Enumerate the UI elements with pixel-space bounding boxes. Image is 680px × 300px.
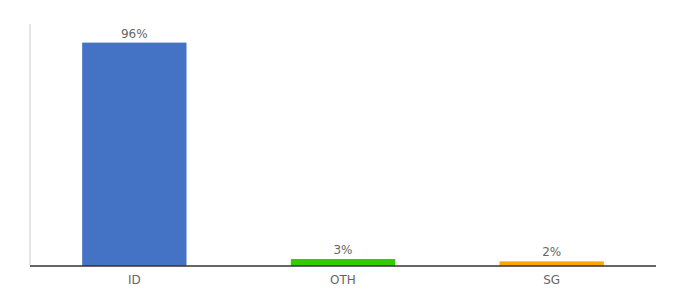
plot-area bbox=[82, 43, 604, 266]
data-label: 3% bbox=[333, 243, 352, 257]
x-tick-label: OTH bbox=[330, 273, 356, 287]
chart-svg: ID OTH SG 96% 3% 2% bbox=[0, 0, 680, 300]
data-label: 96% bbox=[121, 27, 148, 41]
data-label: 2% bbox=[542, 245, 561, 259]
x-tick-label: SG bbox=[543, 273, 560, 287]
x-axis-line bbox=[30, 265, 656, 267]
bar bbox=[291, 259, 395, 266]
y-axis-line bbox=[30, 24, 31, 266]
bar bbox=[82, 43, 186, 266]
x-tick-label: ID bbox=[128, 273, 141, 287]
chart-container: ID OTH SG 96% 3% 2% bbox=[0, 0, 680, 300]
